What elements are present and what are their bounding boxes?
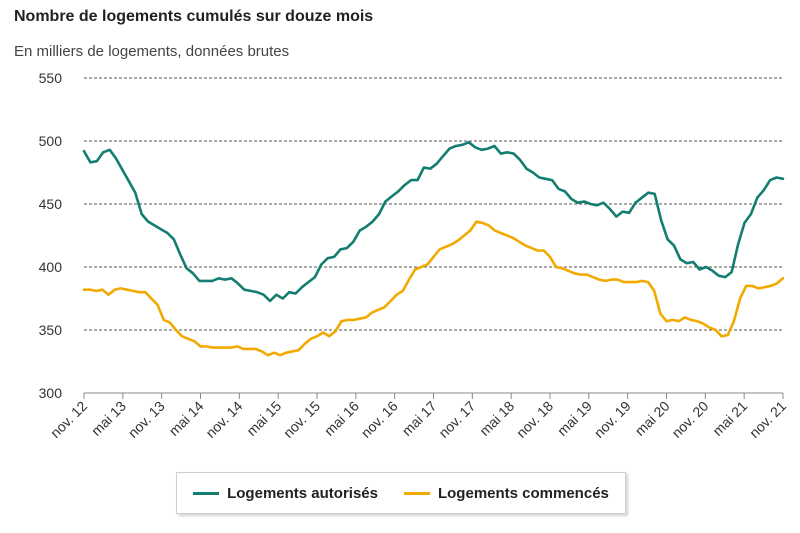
y-tick-label: 350 (39, 322, 63, 338)
x-tick-label: mai 13 (88, 398, 129, 439)
y-tick-label: 450 (39, 196, 63, 212)
x-tick-label: nov. 16 (358, 398, 401, 441)
x-tick-label: nov. 14 (202, 398, 245, 441)
grid-lines (84, 77, 783, 331)
x-tick-label: mai 20 (632, 398, 673, 439)
chart-legend: Logements autorisés Logements commencés (176, 472, 626, 514)
x-tick-label: nov. 12 (47, 398, 90, 441)
x-tick-label: nov. 17 (435, 398, 478, 441)
x-tick-label: nov. 13 (125, 398, 168, 441)
y-axis: 300 350 400 450 500 550 (39, 70, 63, 401)
x-tick-label: mai 16 (321, 398, 362, 439)
legend-swatch-autorises (193, 491, 220, 495)
series-line-autorises (82, 141, 785, 303)
legend-label-commences: Logements commencés (437, 484, 609, 502)
chart-title: Nombre de logements cumulés sur douze mo… (14, 8, 374, 25)
x-tick-label: mai 19 (554, 398, 595, 439)
legend-swatch-commences (403, 491, 430, 495)
x-tick-label: mai 15 (243, 398, 284, 439)
y-tick-label: 300 (39, 385, 63, 401)
y-tick-label: 400 (39, 259, 63, 275)
legend-item-commences[interactable]: Logements commencés (403, 484, 609, 502)
series-lines (82, 141, 785, 357)
x-tick-label: nov. 15 (280, 398, 323, 441)
x-tick-label: mai 21 (709, 398, 750, 439)
y-tick-label: 550 (39, 70, 63, 86)
x-tick-label: mai 17 (399, 398, 440, 439)
x-tick-label: mai 18 (476, 398, 517, 439)
legend-label-autorises: Logements autorisés (227, 484, 378, 502)
x-tick-label: mai 14 (166, 398, 207, 439)
x-tick-label: nov. 18 (513, 398, 556, 441)
x-tick-label: nov. 21 (746, 398, 789, 441)
x-tick-label: nov. 19 (591, 398, 634, 441)
x-tick-label: nov. 20 (668, 398, 711, 441)
legend-item-autorises[interactable]: Logements autorisés (193, 485, 378, 502)
y-tick-label: 500 (39, 133, 63, 149)
series-line-commences (82, 220, 785, 357)
chart-subtitle: En milliers de logements, données brutes (14, 43, 290, 60)
